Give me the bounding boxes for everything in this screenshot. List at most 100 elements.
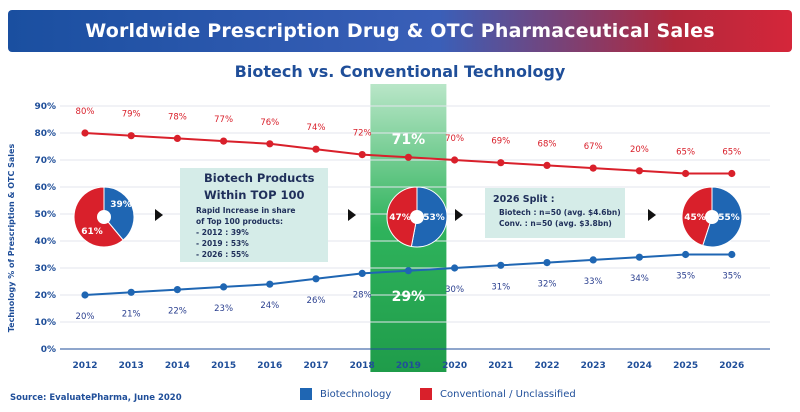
info-box-top100-line-4: - 2019 : 53% (196, 239, 249, 248)
biotech-data-label: 32% (538, 280, 557, 290)
legend-swatch-red (420, 388, 432, 400)
biotech-data-label: 24% (260, 301, 279, 311)
info-box-top100: Biotech Products Within TOP 100 Rapid In… (180, 168, 328, 262)
conventional-point (127, 132, 135, 140)
biotech-point (312, 275, 320, 283)
arrow-right-icon (348, 209, 356, 221)
conventional-point (589, 164, 597, 172)
conventional-data-label: 70% (445, 134, 464, 144)
conventional-data-label: 72% (353, 129, 372, 139)
conventional-point (220, 137, 228, 145)
biotech-data-label: 35% (722, 272, 741, 282)
biotech-data-label: 26% (307, 296, 326, 306)
biotech-point (220, 283, 228, 291)
info-box-top100-line-3: - 2012 : 39% (196, 228, 249, 237)
y-tick-label: 10% (34, 318, 56, 328)
biotech-point (728, 250, 736, 259)
conventional-point (312, 145, 320, 153)
y-tick-label: 90% (34, 102, 56, 112)
highlight-top-label: 71% (392, 132, 426, 148)
pie-label-biotech: 53% (423, 213, 445, 223)
biotech-point (635, 253, 644, 261)
pie-center (97, 210, 111, 224)
conventional-point (728, 169, 736, 178)
biotech-data-label: 33% (584, 277, 603, 287)
x-tick-label: 2015 (211, 361, 236, 371)
conventional-data-label: 79% (122, 110, 141, 120)
y-tick-label: 80% (34, 129, 56, 139)
y-tick-label: 30% (34, 264, 56, 274)
biotech-point (682, 250, 690, 259)
conventional-data-label: 65% (722, 148, 741, 158)
x-tick-label: 2021 (488, 361, 513, 371)
x-tick-label: 2022 (534, 361, 559, 371)
biotech-data-label: 22% (168, 307, 187, 317)
y-tick-label: 40% (34, 237, 56, 247)
y-tick-label: 50% (34, 210, 56, 220)
x-tick-label: 2017 (303, 361, 328, 371)
conventional-point (266, 140, 274, 148)
biotech-data-label: 23% (214, 304, 233, 314)
x-tick-label: 2014 (165, 361, 190, 371)
conventional-data-label: 20% (630, 145, 649, 155)
conventional-data-label: 80% (76, 107, 95, 117)
conventional-data-label: 76% (260, 118, 279, 128)
biotech-point (266, 280, 274, 288)
highlight-bottom-label: 29% (392, 289, 426, 305)
arrow-right-icon (648, 209, 656, 221)
pie-slice-biotech (702, 186, 743, 248)
conventional-point (404, 153, 412, 161)
pie-slice-biotech (103, 186, 135, 241)
pie-slice-biotech (410, 186, 448, 248)
x-tick-label: 2012 (72, 361, 97, 371)
y-tick-label: 70% (34, 156, 56, 166)
legend-swatch-blue (300, 388, 312, 400)
biotech-data-label: 31% (491, 282, 510, 292)
pie-label-biotech: 39% (110, 200, 132, 210)
x-tick-label: 2016 (257, 361, 282, 371)
info-box-top100-line-2: of Top 100 products: (196, 217, 283, 226)
source-note: Source: EvaluatePharma, June 2020 (10, 393, 182, 403)
x-tick-label: 2019 (396, 361, 421, 371)
biotech-data-label: 35% (676, 272, 695, 282)
biotech-point (589, 256, 597, 264)
pie-center (410, 210, 424, 224)
conventional-point (682, 169, 690, 178)
biotech-point (173, 286, 181, 294)
chart-title: Worldwide Prescription Drug & OTC Pharma… (85, 20, 715, 42)
info-box-top100-title-2: Within TOP 100 (204, 188, 305, 202)
conventional-data-label: 77% (214, 115, 233, 125)
info-box-top100-line-1: Rapid Increase in share (196, 206, 296, 215)
pie-label-conventional: 47% (389, 213, 411, 223)
x-tick-label: 2020 (442, 361, 467, 371)
y-tick-label: 60% (34, 183, 56, 193)
y-tick-label: 0% (41, 345, 56, 355)
biotech-data-label: 20% (76, 312, 95, 322)
info-box-2026-line-2: Conv. : n=50 (avg. $3.8bn) (499, 219, 612, 228)
biotech-point (497, 261, 505, 269)
conventional-data-label: 78% (168, 112, 187, 122)
biotech-point (127, 288, 135, 296)
conventional-data-label: 74% (307, 123, 326, 133)
x-tick-label: 2013 (119, 361, 144, 371)
biotech-point (543, 259, 551, 267)
conventional-data-label: 68% (538, 139, 557, 149)
conventional-point (173, 134, 181, 142)
x-tick-label: 2025 (673, 361, 698, 371)
x-tick-label: 2024 (627, 361, 652, 371)
info-box-2026-split: 2026 Split : Biotech : n=50 (avg. $4.6bn… (485, 188, 625, 238)
conventional-data-label: 67% (584, 142, 603, 152)
info-box-2026-title: 2026 Split : (493, 194, 555, 205)
pie-slice-conventional (681, 186, 713, 247)
conventional-point (635, 167, 644, 175)
info-box-top100-line-5: - 2026 : 55% (196, 250, 249, 259)
pie-label-biotech: 55% (718, 213, 740, 223)
conventional-point (81, 129, 89, 137)
conventional-data-label: 65% (676, 148, 695, 158)
legend-item-biotechnology: Biotechnology (300, 388, 391, 400)
pie-center (705, 210, 719, 224)
info-box-top100-title-1: Biotech Products (204, 171, 315, 185)
y-tick-label: 20% (34, 291, 56, 301)
conventional-point (543, 161, 551, 169)
